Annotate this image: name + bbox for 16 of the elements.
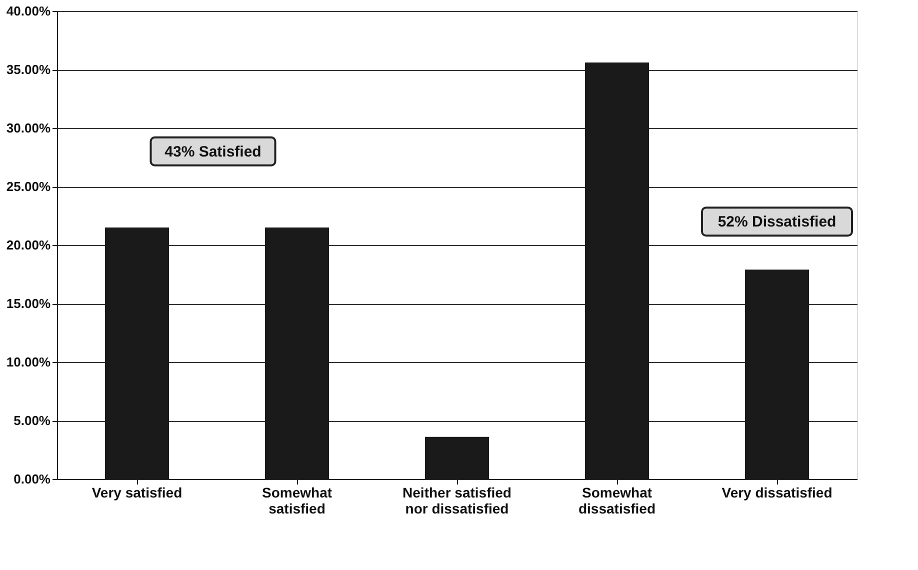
y-tick-label: 40.00%	[6, 4, 51, 18]
y-tick-label: 30.00%	[6, 120, 51, 136]
y-tick-label: 35.00%	[6, 62, 51, 77]
y-tick-label: 5.00%	[14, 413, 51, 428]
y-tick-label: 10.00%	[6, 354, 51, 370]
x-tick-label: Somewhat dissatisfied	[578, 484, 656, 516]
annotation: 52% Dissatisfied	[718, 214, 836, 231]
y-tick-label: 0.00%	[14, 472, 51, 486]
x-tick-label: Somewhat satisfied	[262, 484, 332, 516]
x-tick-label: Neither satisfied nor dissatisfied	[402, 484, 512, 516]
x-tick-label: Very satisfied	[92, 484, 182, 500]
y-tick-label: 25.00%	[6, 179, 51, 194]
annotation: 43% Satisfied	[164, 143, 262, 160]
y-tick-label: 20.00%	[6, 238, 51, 252]
y-tick-label: 15.00%	[6, 296, 51, 311]
x-tick-label: Very dissatisfied	[722, 484, 832, 500]
